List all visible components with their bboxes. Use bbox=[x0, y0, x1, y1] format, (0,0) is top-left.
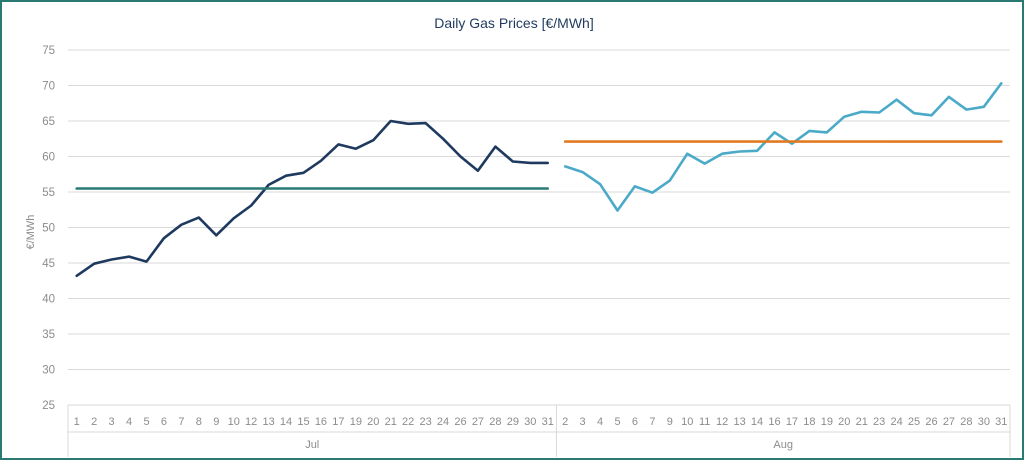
x-tick-label: 19 bbox=[350, 416, 362, 428]
x-tick-label: 23 bbox=[419, 416, 431, 428]
x-tick-label: 18 bbox=[803, 416, 815, 428]
x-tick-label: 11 bbox=[699, 416, 710, 428]
x-tick-label: 20 bbox=[367, 416, 379, 428]
y-tick-label: 60 bbox=[42, 152, 55, 164]
x-tick-label: 7 bbox=[649, 416, 655, 428]
y-tick-label: 45 bbox=[42, 258, 55, 270]
y-axis-label: €/MWh bbox=[25, 215, 37, 250]
x-tick-label: 24 bbox=[437, 416, 449, 428]
y-tick-label: 65 bbox=[42, 116, 55, 128]
x-tick-label: 17 bbox=[786, 416, 798, 428]
x-tick-label: 16 bbox=[315, 416, 327, 428]
x-tick-label: 9 bbox=[213, 416, 219, 428]
x-tick-label: 16 bbox=[768, 416, 780, 428]
x-tick-label: 31 bbox=[542, 416, 554, 428]
x-group-label: Aug bbox=[773, 439, 793, 451]
x-tick-label: 14 bbox=[751, 416, 763, 428]
series-layer bbox=[75, 82, 1003, 278]
x-tick-label: 13 bbox=[262, 416, 274, 428]
x-tick-label: 30 bbox=[978, 416, 990, 428]
x-tick-label: 10 bbox=[681, 416, 693, 428]
x-tick-label: 7 bbox=[178, 416, 184, 428]
chart-title: Daily Gas Prices [€/MWh] bbox=[434, 15, 593, 31]
x-tick-label: 30 bbox=[524, 416, 536, 428]
x-tick-label: 23 bbox=[873, 416, 885, 428]
y-tick-label: 30 bbox=[42, 365, 55, 377]
x-tick-label: 26 bbox=[454, 416, 466, 428]
y-tick-label: 35 bbox=[42, 329, 55, 341]
y-tick-label: 55 bbox=[42, 187, 55, 199]
y-tick-label: 25 bbox=[42, 400, 55, 412]
x-tick-label: 4 bbox=[126, 416, 132, 428]
x-tick-label: 25 bbox=[908, 416, 920, 428]
x-tick-label: 15 bbox=[297, 416, 309, 428]
y-tick-labels: 25 30 35 40 45 50 55 60 65 70 75 bbox=[42, 45, 55, 412]
x-tick-label: 2 bbox=[91, 416, 97, 428]
x-tick-label: 6 bbox=[632, 416, 638, 428]
x-tick-label: 3 bbox=[580, 416, 586, 428]
x-tick-label: 5 bbox=[143, 416, 149, 428]
x-tick-labels: 1 2 3 4 5 6 7 8 9 10 12 13 14 15 16 17 19 20 21 22 23 24 26 27 2… bbox=[74, 416, 1008, 428]
x-tick-label: 5 bbox=[614, 416, 620, 428]
x-tick-label: 27 bbox=[943, 416, 955, 428]
x-tick-label: 27 bbox=[472, 416, 484, 428]
x-tick-label: 13 bbox=[733, 416, 745, 428]
series-line-2 bbox=[563, 82, 1003, 212]
x-tick-label: 2 bbox=[562, 416, 568, 428]
x-tick-label: 22 bbox=[402, 416, 414, 428]
x-tick-label: 8 bbox=[196, 416, 202, 428]
x-tick-label: 10 bbox=[228, 416, 240, 428]
x-tick-label: 9 bbox=[667, 416, 673, 428]
x-tick-label: 14 bbox=[280, 416, 292, 428]
x-group-labels: Jul Aug bbox=[305, 439, 793, 451]
x-tick-label: 6 bbox=[161, 416, 167, 428]
x-group-label: Jul bbox=[305, 439, 319, 451]
y-tick-label: 70 bbox=[42, 81, 55, 93]
x-tick-label: 1 bbox=[74, 416, 80, 428]
x-tick-label: 26 bbox=[925, 416, 937, 428]
x-tick-label: 21 bbox=[856, 416, 868, 428]
x-tick-label: 17 bbox=[332, 416, 344, 428]
y-tick-label: 50 bbox=[42, 223, 55, 235]
axes bbox=[67, 404, 1011, 457]
y-tick-label: 75 bbox=[42, 45, 55, 57]
x-tick-label: 12 bbox=[245, 416, 257, 428]
x-tick-label: 12 bbox=[716, 416, 728, 428]
x-tick-label: 21 bbox=[385, 416, 397, 428]
x-tick-label: 24 bbox=[890, 416, 902, 428]
x-tick-label: 20 bbox=[838, 416, 850, 428]
x-tick-label: 31 bbox=[995, 416, 1007, 428]
x-tick-label: 29 bbox=[507, 416, 519, 428]
series-line-0 bbox=[75, 119, 550, 278]
x-tick-label: 19 bbox=[821, 416, 833, 428]
y-tick-label: 40 bbox=[42, 294, 55, 306]
x-tick-label: 3 bbox=[109, 416, 115, 428]
x-tick-label: 28 bbox=[489, 416, 501, 428]
x-tick-label: 28 bbox=[960, 416, 972, 428]
x-tick-label: 4 bbox=[597, 416, 603, 428]
